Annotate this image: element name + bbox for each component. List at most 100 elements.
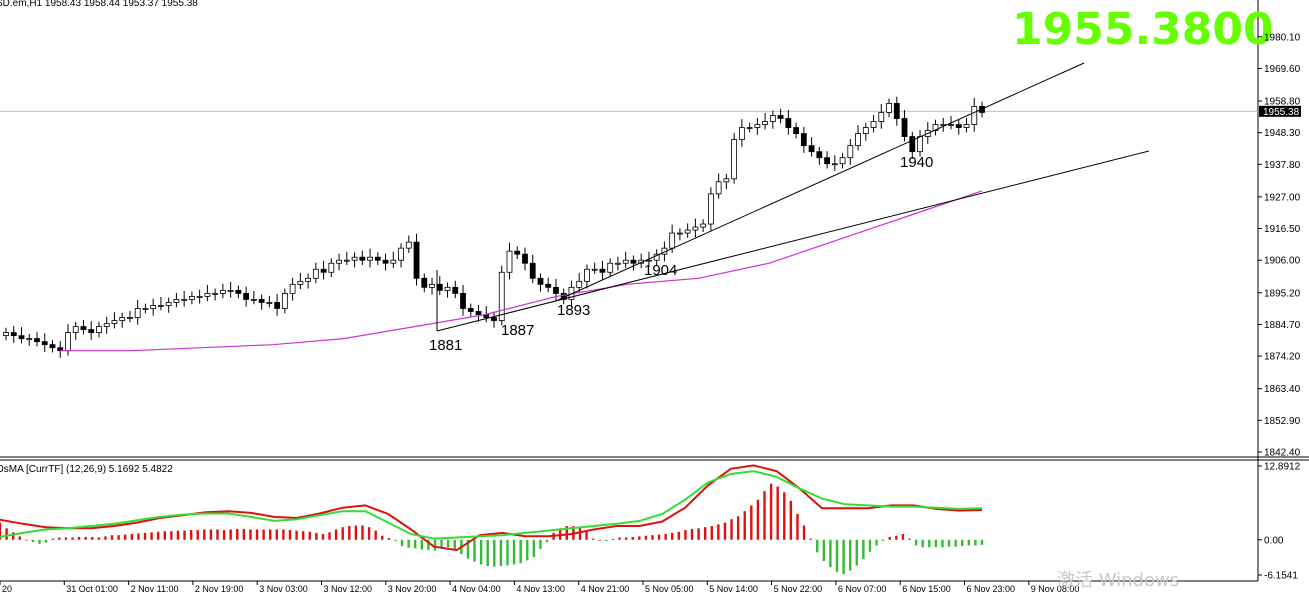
candle: [901, 110, 908, 142]
histogram-bar: [269, 529, 272, 540]
candle: [398, 243, 404, 268]
candle: [506, 242, 513, 280]
time-tick-label: 2 Nov 19:00: [195, 584, 244, 592]
candle: [150, 298, 157, 316]
candle: [498, 265, 505, 326]
histogram-bar: [512, 539, 516, 565]
chart-frame: [0, 0, 1258, 581]
signal-line: [0, 470, 983, 540]
histogram-bar: [776, 486, 779, 540]
histogram-bar: [921, 539, 924, 548]
histogram-bar: [400, 539, 404, 547]
histogram-bar: [796, 514, 799, 540]
histogram-bar: [875, 539, 878, 546]
histogram-bar: [690, 528, 694, 540]
histogram-bar: [130, 534, 134, 540]
indicator-tick-label: -6.1541: [1264, 571, 1298, 582]
candle: [723, 173, 730, 190]
candle: [305, 273, 311, 289]
histogram-bar: [750, 505, 753, 540]
candle: [777, 108, 784, 124]
time-tick-label: 3 Nov 12:00: [324, 584, 373, 592]
histogram-bar: [242, 528, 246, 540]
histogram-bar: [71, 537, 74, 540]
histogram-bar: [855, 539, 858, 566]
histogram-bar: [308, 531, 311, 540]
y-tick-label: 1969.60: [1264, 64, 1301, 75]
candle: [26, 333, 33, 346]
histogram-bar: [848, 539, 852, 571]
candle: [855, 125, 861, 151]
label-1893: 1893: [557, 302, 590, 319]
histogram-bar: [334, 529, 338, 540]
candle: [3, 327, 9, 341]
candle: [219, 283, 226, 299]
histogram-bar: [914, 539, 918, 546]
histogram-bar: [545, 539, 549, 543]
candle: [491, 312, 497, 328]
histogram-bar: [262, 529, 265, 540]
histogram-bar: [381, 535, 384, 540]
time-tick-label: 5 Nov 05:00: [645, 584, 694, 592]
candle: [460, 284, 466, 316]
histogram-bar: [499, 539, 503, 567]
histogram-bar: [961, 539, 964, 547]
current-price-tag: [1259, 105, 1301, 117]
histogram-bar: [222, 530, 226, 540]
candle: [630, 255, 637, 271]
label-1904: 1904: [644, 262, 677, 279]
candle: [204, 284, 211, 302]
candle: [405, 235, 412, 253]
histogram-bar: [5, 528, 8, 540]
histogram-bar: [288, 530, 292, 540]
histogram-bar: [980, 539, 984, 545]
candle: [700, 219, 707, 232]
candle: [382, 253, 389, 271]
histogram-bar: [585, 531, 588, 540]
candle: [646, 251, 652, 268]
candle: [88, 321, 95, 340]
candle: [119, 312, 126, 328]
histogram-bar: [743, 511, 746, 540]
candle: [351, 252, 358, 268]
label-1887: 1887: [501, 322, 534, 339]
histogram-bar: [143, 532, 147, 540]
y-tick-label: 1980.10: [1264, 32, 1301, 43]
histogram-bar: [723, 522, 727, 540]
candle: [677, 228, 683, 241]
histogram-bar: [196, 530, 199, 540]
time-tick-label: 4 Nov 04:00: [452, 584, 501, 592]
candle: [235, 285, 242, 299]
candle: [622, 251, 629, 269]
candle: [421, 273, 428, 293]
candle: [599, 260, 606, 280]
candle: [196, 289, 203, 304]
histogram-bar: [974, 539, 977, 546]
histogram-bar: [414, 539, 417, 549]
candle: [41, 333, 48, 352]
candle: [584, 264, 590, 289]
histogram-bar: [321, 534, 325, 540]
histogram-bar: [361, 525, 364, 540]
histogram-bar: [18, 536, 21, 540]
histogram-bar: [44, 539, 48, 543]
candle: [258, 294, 265, 310]
candle: [731, 132, 738, 184]
histogram-bar: [868, 539, 872, 552]
histogram-bar: [901, 534, 905, 540]
histogram-bar: [473, 539, 476, 562]
histogram-bar: [763, 491, 766, 540]
candle: [878, 104, 885, 129]
histogram-bar: [802, 525, 806, 540]
histogram-bar: [150, 532, 153, 540]
histogram-bar: [677, 531, 681, 540]
histogram-bar: [598, 539, 601, 541]
histogram-bar: [209, 529, 213, 540]
candle: [297, 272, 304, 290]
histogram-bar: [249, 529, 252, 540]
candle: [615, 256, 621, 271]
y-tick-label: 1895.20: [1264, 288, 1301, 299]
time-tick-label: 6 Nov 15:00: [902, 584, 951, 592]
candle: [274, 293, 281, 316]
